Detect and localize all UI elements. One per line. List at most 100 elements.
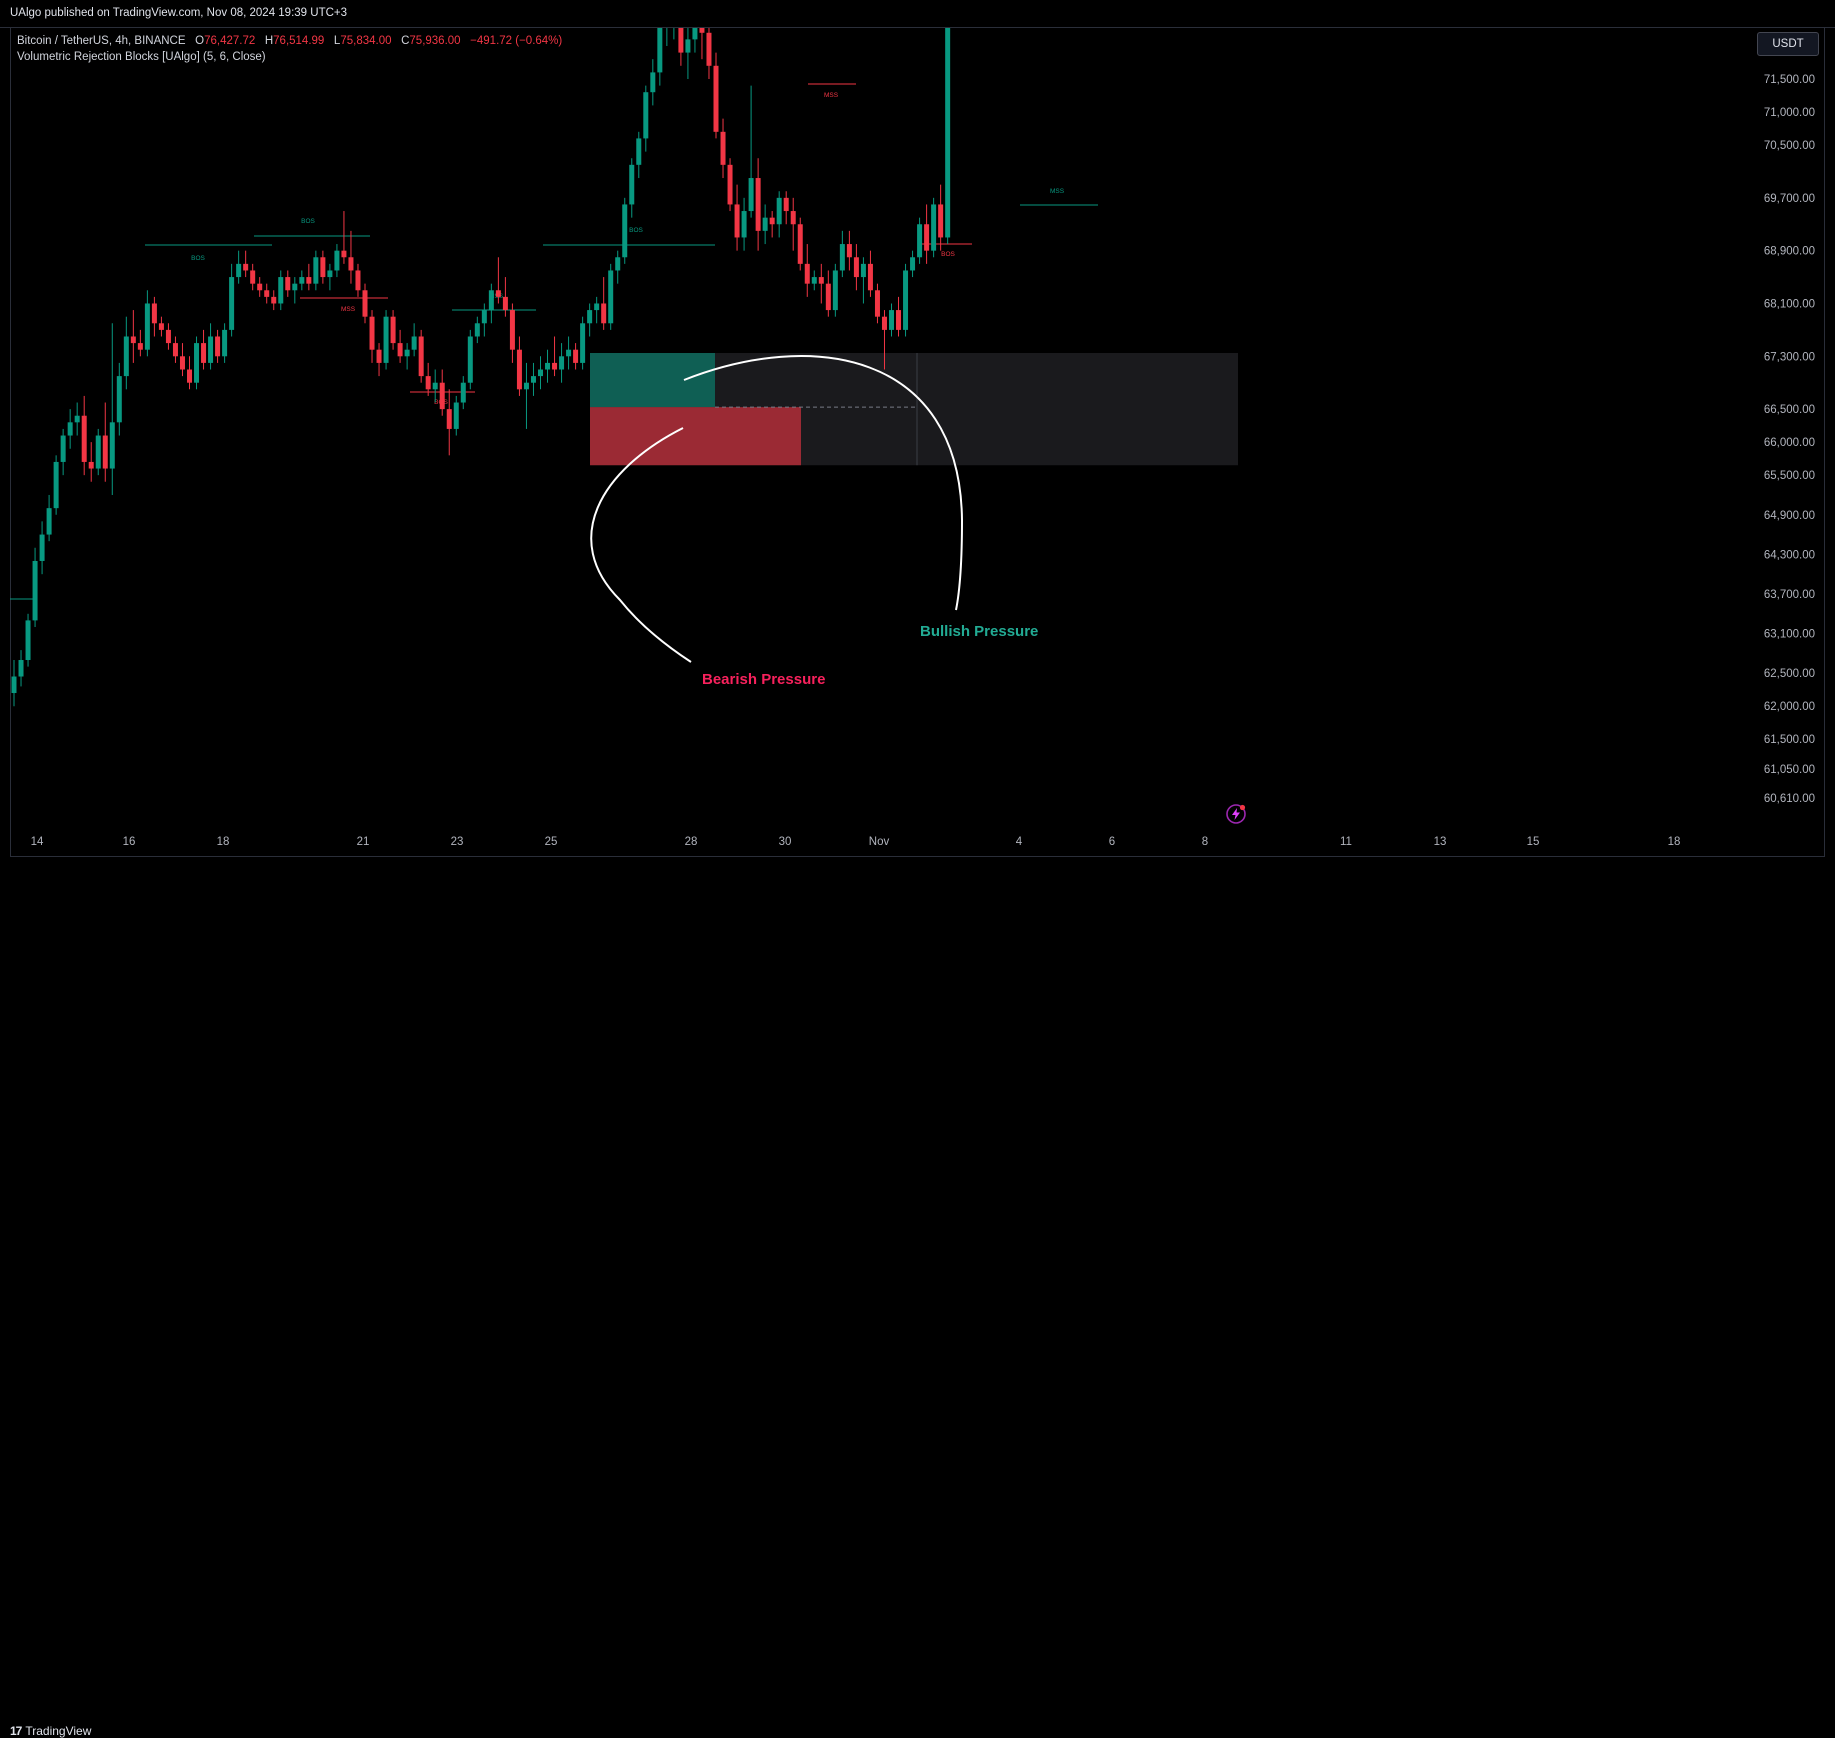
candle-body (552, 362, 558, 370)
candle-body (706, 32, 712, 66)
candle-body (60, 435, 66, 462)
candle-body (102, 435, 108, 469)
candle-body (39, 534, 45, 561)
candle-body (797, 224, 803, 264)
candle-body (130, 336, 136, 344)
candle-body (538, 369, 543, 377)
structure-label: BOS (301, 218, 315, 225)
candle-body (608, 270, 614, 324)
x-axis-tick-label: 25 (545, 836, 558, 848)
candle-body (187, 369, 192, 383)
candle-body (783, 197, 789, 212)
candle-body (566, 349, 572, 357)
candle-body (201, 343, 207, 363)
candle-body (151, 303, 157, 324)
candle-body (411, 336, 417, 350)
candle-body (257, 283, 263, 291)
candle-body (299, 277, 305, 284)
candle-body (46, 508, 52, 535)
candle-body (362, 290, 368, 317)
candle-body (236, 263, 242, 278)
x-axis-tick-label: 15 (1527, 836, 1540, 848)
x-axis-tick-label: Nov (869, 836, 890, 848)
candle-body (931, 204, 937, 251)
structure-label: MSS (1050, 188, 1065, 195)
change-value: −491.72 (−0.64%) (470, 35, 563, 47)
bearish-pressure-arrow (590, 427, 692, 663)
candle-body (376, 349, 382, 363)
candle-body (481, 310, 487, 324)
y-axis-tick-label: 63,700.00 (1764, 589, 1815, 601)
candle-body (81, 415, 87, 462)
x-axis-tick-label: 13 (1434, 836, 1447, 848)
candle-body (334, 250, 340, 271)
candle-body (657, 28, 663, 73)
candle-body (874, 290, 880, 317)
top-bar: UAlgo published on TradingView.com, Nov … (0, 0, 1835, 28)
tradingview-logo[interactable]: 17 TradingView (10, 1724, 91, 1738)
symbol-label[interactable]: Bitcoin / TetherUS, 4h, BINANCE (17, 35, 186, 47)
candle-body (453, 402, 459, 429)
lightning-icon[interactable] (1225, 803, 1247, 825)
x-axis-tick-label: 8 (1202, 836, 1208, 848)
x-axis-tick-label: 30 (779, 836, 792, 848)
x-axis-tick-label: 18 (217, 836, 230, 848)
candle-body (271, 296, 277, 304)
candle-body (292, 283, 298, 291)
price-chart[interactable]: BOSBOSMSSMSSBOSBOSMSSBOSMSSBullish Press… (0, 0, 1835, 858)
x-axis-tick-label: 11 (1340, 836, 1352, 848)
y-axis-tick-label: 60,610.00 (1764, 793, 1815, 805)
candle-body (594, 303, 600, 311)
y-axis-tick-label: 69,700.00 (1764, 193, 1815, 205)
candle-body (853, 257, 859, 278)
candle-body (846, 244, 852, 258)
candle-body (818, 277, 824, 284)
candle-body (811, 277, 817, 284)
x-axis-tick-label: 28 (685, 836, 698, 848)
candle-body (74, 415, 80, 423)
candle-body (432, 382, 438, 390)
bullish-pressure-arrow (683, 355, 964, 611)
tradingview-wordmark: TradingView (25, 1724, 92, 1738)
y-axis-tick-label: 68,100.00 (1764, 298, 1815, 310)
candle-body (910, 257, 916, 271)
candle-body (467, 336, 473, 383)
candle-body (615, 257, 621, 271)
candle-body (306, 277, 312, 284)
candle-body (727, 164, 733, 205)
candle-body (355, 270, 361, 291)
candle-body (320, 257, 326, 278)
candle-body (881, 316, 887, 330)
candle-body (32, 560, 38, 621)
tradingview-mark-icon: 17 (10, 1724, 22, 1738)
candle-body (573, 349, 579, 363)
y-axis-tick-label: 66,500.00 (1764, 404, 1815, 416)
y-axis-tick-label: 68,900.00 (1764, 246, 1815, 258)
currency-button[interactable]: USDT (1757, 32, 1819, 56)
candle-body (264, 290, 270, 297)
candle-body (776, 197, 782, 225)
chart-frame[interactable] (10, 27, 1825, 857)
y-axis-tick-label: 65,500.00 (1764, 470, 1815, 482)
candle-body (369, 316, 375, 350)
candle-body (629, 164, 635, 205)
candle-body (250, 270, 256, 284)
candle-body (278, 277, 284, 304)
candle-body (474, 323, 480, 337)
low-label: L (333, 35, 341, 47)
candle-body (397, 343, 403, 357)
candle-body (285, 277, 291, 291)
close-label: C (401, 35, 410, 47)
candle-body (158, 323, 164, 330)
candle-body (179, 356, 185, 370)
ohlc-line: Bitcoin / TetherUS, 4h, BINANCE O76,427.… (17, 33, 562, 49)
candle-body (194, 343, 200, 383)
candle-body (769, 217, 775, 225)
x-axis-tick-label: 16 (123, 836, 136, 848)
candle-body (945, 28, 951, 238)
structure-label: MSS (341, 306, 356, 313)
candle-body (509, 310, 515, 350)
x-axis-tick-label: 4 (1016, 836, 1023, 848)
indicator-label[interactable]: Volumetric Rejection Blocks [UAlgo] (5, … (17, 51, 266, 63)
y-axis-tick-label: 63,100.00 (1764, 629, 1815, 641)
